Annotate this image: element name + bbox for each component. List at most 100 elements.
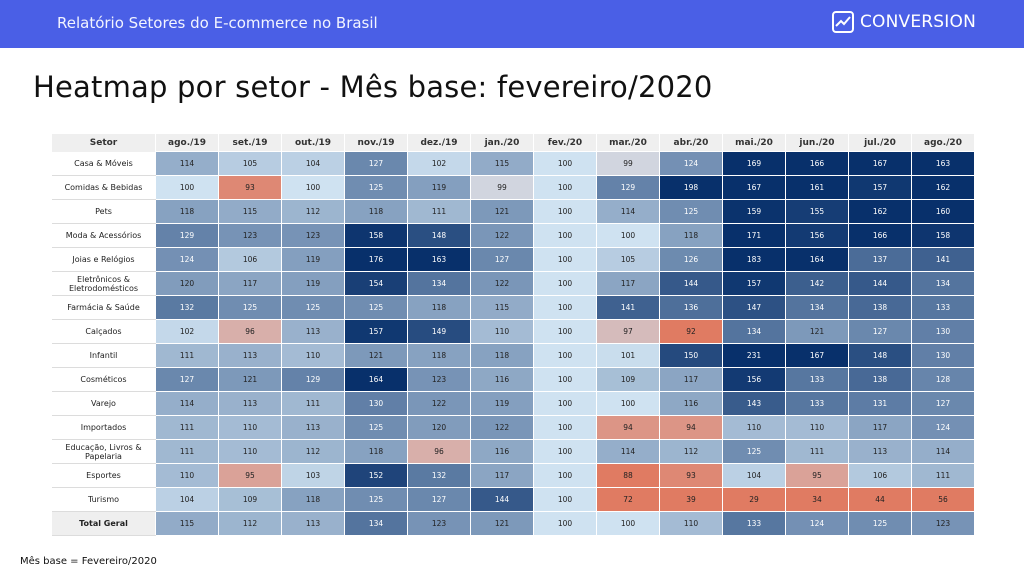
heatmap-cell: 111 — [155, 415, 219, 440]
heatmap-cell: 121 — [785, 319, 849, 344]
heatmap-cell: 134 — [722, 319, 786, 344]
heatmap-cell: 100 — [533, 367, 597, 392]
heatmap-cell: 121 — [218, 367, 282, 392]
column-header: jan./20 — [470, 134, 534, 152]
heatmap-cell: 130 — [911, 343, 975, 368]
heatmap-cell: 158 — [911, 223, 975, 248]
heatmap-cell: 100 — [533, 415, 597, 440]
heatmap-cell: 133 — [785, 367, 849, 392]
heatmap-cell: 144 — [470, 487, 534, 512]
report-title: Relatório Setores do E-commerce no Brasi… — [57, 14, 378, 32]
heatmap-cell: 138 — [848, 367, 912, 392]
heatmap-cell: 133 — [785, 391, 849, 416]
heatmap-cell: 110 — [218, 439, 282, 464]
heatmap-cell: 114 — [155, 391, 219, 416]
heatmap-cell: 155 — [785, 199, 849, 224]
heatmap-cell: 120 — [407, 415, 471, 440]
heatmap-cell: 157 — [722, 271, 786, 296]
heatmap-cell: 152 — [344, 463, 408, 488]
heatmap-cell: 114 — [155, 151, 219, 176]
heatmap-body: Casa & Móveis 114 105 104 127 102 115 100 99 124 1… — [52, 151, 975, 536]
column-header: out./19 — [281, 134, 345, 152]
heatmap-cell: 116 — [659, 391, 723, 416]
heatmap-cell: 118 — [407, 295, 471, 320]
heatmap-cell: 167 — [785, 343, 849, 368]
heatmap-cell: 94 — [596, 415, 660, 440]
row-label: Comidas & Bebidas — [52, 175, 156, 200]
row-label: Infantil — [52, 343, 156, 368]
heatmap-cell: 124 — [155, 247, 219, 272]
heatmap-cell: 125 — [344, 175, 408, 200]
heatmap-cell: 162 — [911, 175, 975, 200]
heatmap-cell: 118 — [407, 343, 471, 368]
heatmap-cell: 125 — [848, 511, 912, 536]
heatmap-cell: 117 — [470, 463, 534, 488]
heatmap-cell: 110 — [470, 319, 534, 344]
heatmap-cell: 130 — [911, 319, 975, 344]
heatmap-cell: 118 — [659, 223, 723, 248]
heatmap-cell: 100 — [155, 175, 219, 200]
heatmap-cell: 183 — [722, 247, 786, 272]
heatmap-cell: 122 — [470, 415, 534, 440]
brand-name: CONVERSION — [859, 12, 976, 32]
heatmap-cell: 95 — [785, 463, 849, 488]
heatmap-cell: 121 — [344, 343, 408, 368]
column-header: mai./20 — [722, 134, 786, 152]
heatmap-cell: 105 — [596, 247, 660, 272]
heatmap-cell: 95 — [218, 463, 282, 488]
heatmap-cell: 111 — [281, 391, 345, 416]
row-label: Moda & Acessórios — [52, 223, 156, 248]
heatmap-cell: 112 — [281, 199, 345, 224]
heatmap-cell: 129 — [281, 367, 345, 392]
column-header: jul./20 — [848, 134, 912, 152]
column-header: set./19 — [218, 134, 282, 152]
heatmap-cell: 136 — [659, 295, 723, 320]
heatmap-cell: 110 — [155, 463, 219, 488]
heatmap-cell: 127 — [344, 151, 408, 176]
heatmap-cell: 100 — [596, 391, 660, 416]
heatmap-cell: 114 — [911, 439, 975, 464]
heatmap-cell: 125 — [344, 295, 408, 320]
heatmap-cell: 137 — [848, 247, 912, 272]
heatmap-cell: 88 — [596, 463, 660, 488]
heatmap-cell: 44 — [848, 487, 912, 512]
heatmap-cell: 129 — [155, 223, 219, 248]
heatmap-cell: 124 — [659, 151, 723, 176]
heatmap-row: Calçados 102 96 113 157 149 110 100 97 92 134 121 12… — [52, 319, 975, 344]
heatmap-cell: 166 — [848, 223, 912, 248]
heatmap-cell: 123 — [407, 367, 471, 392]
row-label: Total Geral — [52, 511, 156, 536]
heatmap-cell: 159 — [722, 199, 786, 224]
column-header: fev./20 — [533, 134, 597, 152]
column-header: ago./20 — [911, 134, 975, 152]
heatmap-cell: 125 — [344, 487, 408, 512]
heatmap-cell: 162 — [848, 199, 912, 224]
heatmap-cell: 112 — [281, 439, 345, 464]
heatmap-cell: 124 — [911, 415, 975, 440]
row-label: Varejo — [52, 391, 156, 416]
heatmap-cell: 113 — [218, 343, 282, 368]
heatmap-cell: 92 — [659, 319, 723, 344]
heatmap-cell: 141 — [596, 295, 660, 320]
heatmap-cell: 164 — [785, 247, 849, 272]
heatmap-cell: 154 — [344, 271, 408, 296]
heatmap-row: Pets 118 115 112 118 111 121 100 114 125 159 155 162… — [52, 199, 975, 224]
heatmap-cell: 118 — [155, 199, 219, 224]
heatmap-cell: 157 — [344, 319, 408, 344]
heatmap-row: Eletrônicos & Eletrodomésticos 120 117 119 1… — [52, 271, 975, 296]
heatmap-cell: 110 — [281, 343, 345, 368]
heatmap-cell: 116 — [470, 367, 534, 392]
heatmap-cell: 127 — [470, 247, 534, 272]
heatmap-cell: 132 — [407, 463, 471, 488]
heatmap-cell: 111 — [785, 439, 849, 464]
heatmap-row: Importados 111 110 113 125 120 122 100 94 94 110 11… — [52, 415, 975, 440]
heatmap-cell: 100 — [596, 511, 660, 536]
heatmap-cell: 118 — [344, 199, 408, 224]
heatmap-cell: 99 — [596, 151, 660, 176]
heatmap-cell: 144 — [848, 271, 912, 296]
heatmap-cell: 111 — [155, 343, 219, 368]
heatmap-cell: 113 — [848, 439, 912, 464]
heatmap-cell: 100 — [533, 223, 597, 248]
heatmap-cell: 167 — [722, 175, 786, 200]
heatmap-cell: 114 — [596, 199, 660, 224]
